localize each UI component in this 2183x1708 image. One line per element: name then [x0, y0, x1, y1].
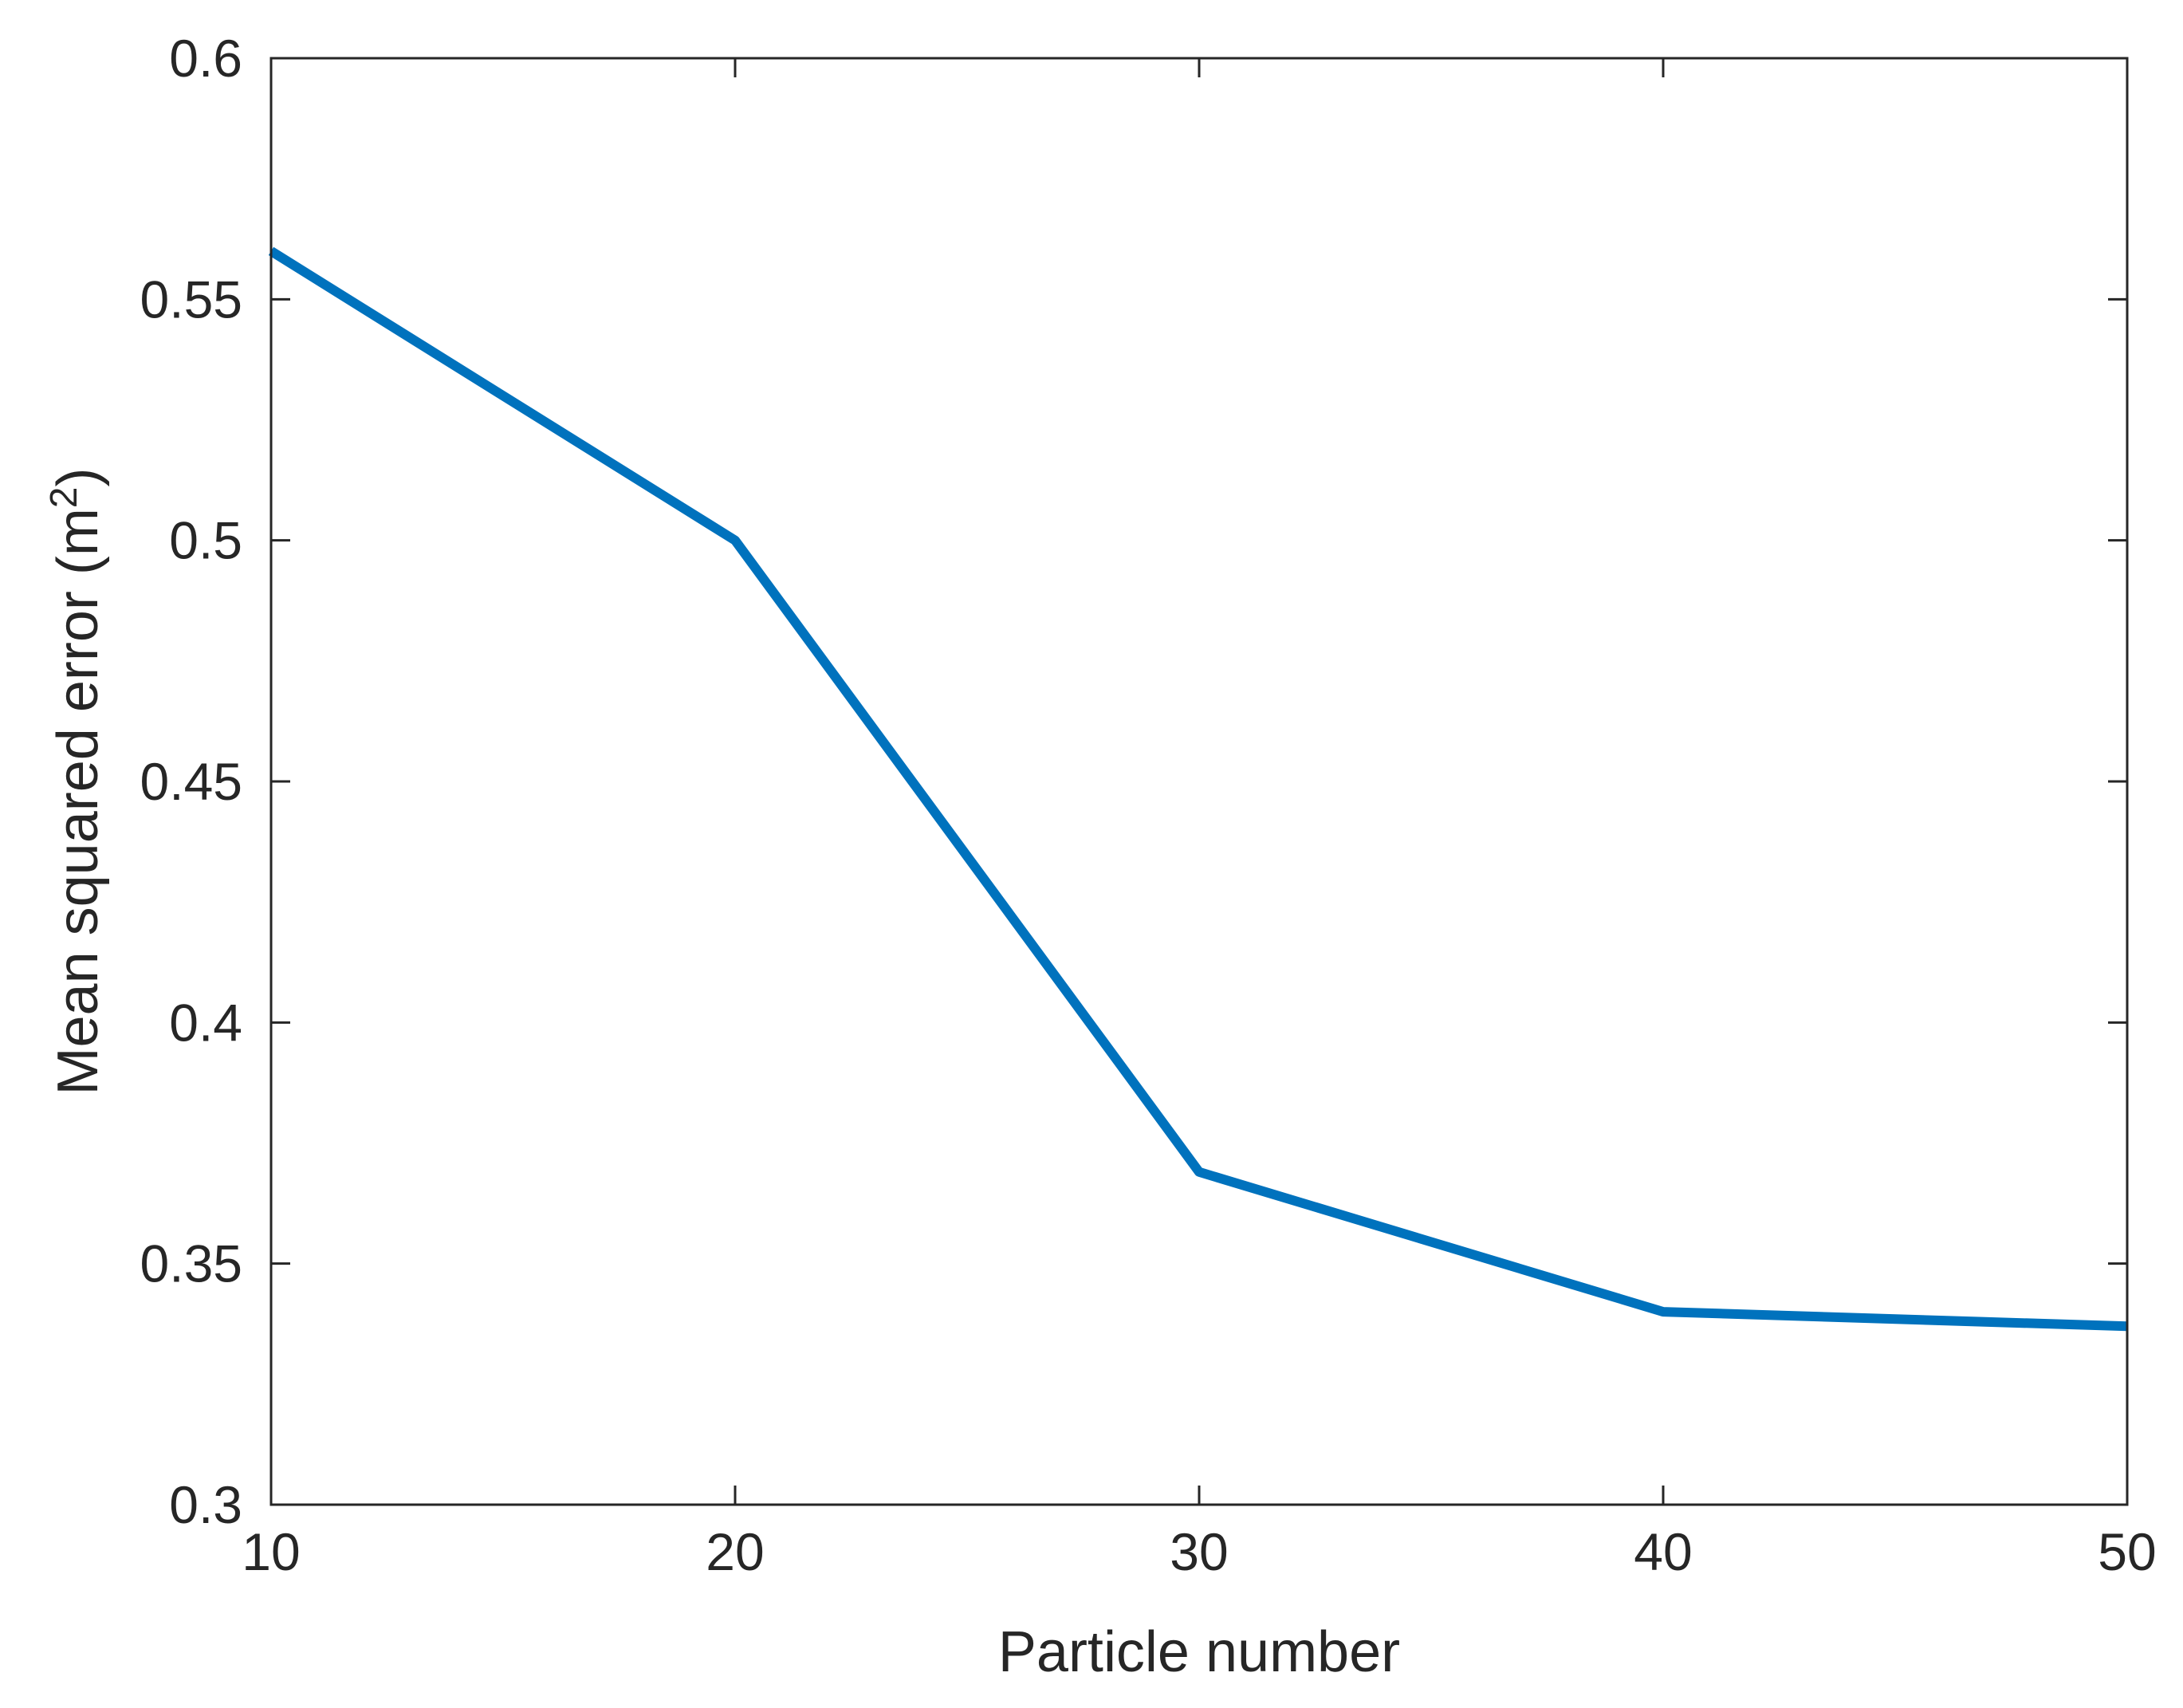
y-axis-label-superscript: 2 — [43, 487, 85, 509]
y-tick-label: 0.35 — [140, 1234, 242, 1293]
x-tick-label: 40 — [1634, 1522, 1692, 1581]
y-tick-label: 0.3 — [169, 1475, 242, 1534]
y-tick-label: 0.4 — [169, 993, 242, 1052]
x-tick-label: 10 — [242, 1522, 300, 1581]
axes-box — [269, 57, 2129, 1506]
x-axis-label: Particle number — [998, 1620, 1400, 1684]
series-layer — [268, 246, 2128, 1332]
x-tick-label: 50 — [2098, 1522, 2156, 1581]
labels-layer: Particle number Mean squared error (m2) — [43, 468, 1401, 1684]
y-tick-label: 0.45 — [140, 752, 242, 811]
y-axis-label: Mean squared error (m2) — [43, 468, 111, 1096]
y-tick-label: 0.55 — [140, 270, 242, 329]
y-axis-label-close: ) — [46, 468, 110, 487]
x-tick-label: 20 — [706, 1522, 764, 1581]
series-line — [268, 246, 2128, 1332]
y-tick-label: 0.6 — [169, 29, 242, 88]
x-tick-label: 30 — [1170, 1522, 1228, 1581]
y-axis-label-main: Mean squared error (m — [46, 508, 110, 1095]
y-tick-label: 0.5 — [169, 511, 242, 570]
ticks-layer: 10 20 30 40 50 0.3 0.35 0.4 0.45 0.5 0.55 0.6 — [140, 29, 2157, 1581]
